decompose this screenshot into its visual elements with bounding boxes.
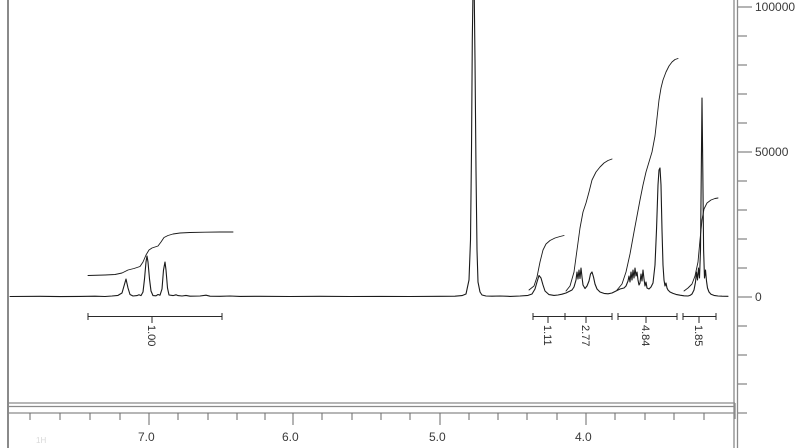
x-axis-ticks (29, 413, 705, 425)
integral-curve-4 (616, 58, 679, 291)
integration-label-2: 1.11 (541, 325, 553, 346)
y-tick-label-100000: 100000 (755, 0, 796, 14)
integral-curve-5 (683, 197, 719, 292)
figure-left-border (7, 0, 9, 448)
x-tick-label-4: 4.0 (575, 430, 592, 444)
integral-curve-3 (565, 158, 613, 292)
integral-curves (87, 58, 719, 292)
integration-brackets (87, 313, 717, 323)
integration-label-3: 2.77 (579, 325, 591, 347)
x-axis (8, 402, 736, 419)
x-tick-label-6: 6.0 (282, 430, 299, 444)
nucleus-corner-mark: 1H (36, 436, 47, 445)
spectrum-trace (9, 0, 729, 298)
y-axis-ticks (738, 6, 752, 414)
x-tick-label-7: 7.0 (138, 430, 155, 444)
y-axis (733, 0, 739, 448)
integration-label-5: 1.85 (692, 325, 704, 347)
x-tick-label-5: 5.0 (429, 430, 446, 444)
integration-label-1: 1.00 (145, 325, 157, 347)
integral-curve-2 (528, 235, 565, 291)
integration-label-4: 4.84 (639, 325, 651, 347)
integral-curve-1 (87, 231, 234, 276)
y-tick-label-50000: 50000 (755, 145, 789, 159)
y-tick-label-0: 0 (755, 290, 762, 304)
